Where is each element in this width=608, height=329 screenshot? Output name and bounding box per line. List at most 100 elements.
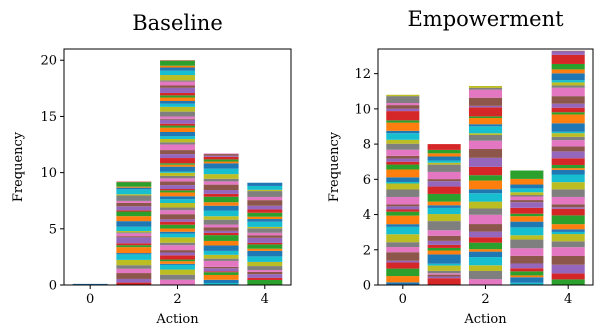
bar-segment <box>160 274 195 280</box>
bar-segment <box>160 85 195 88</box>
bar-segment <box>160 101 195 104</box>
bar-segment <box>510 184 544 189</box>
y-tick-label: 4 <box>363 208 371 223</box>
bar-segment <box>247 270 283 272</box>
bar-segment <box>160 261 195 264</box>
bar-segment <box>551 96 585 104</box>
bar-segment <box>203 153 239 155</box>
x-tick-label: 2 <box>481 292 489 307</box>
bar-segment <box>203 161 239 164</box>
bar-segment <box>203 196 239 203</box>
bar-segment <box>386 215 420 225</box>
bar-segment <box>510 188 544 193</box>
bar-segment <box>468 124 503 127</box>
bar-segment <box>160 199 195 204</box>
bar-segment <box>247 261 283 267</box>
bar-segment <box>247 237 283 243</box>
bar-segment <box>386 262 420 269</box>
bar-segment <box>247 200 283 206</box>
bar-segment <box>468 126 503 134</box>
bar-1 <box>427 144 461 285</box>
bar-segment <box>427 201 461 206</box>
bar-segment <box>551 273 585 280</box>
bar-segment <box>427 240 461 245</box>
y-tick-label: 20 <box>40 54 57 69</box>
bar-segment <box>386 164 420 170</box>
bar-segment <box>116 265 152 269</box>
bar-segment <box>247 274 283 278</box>
bar-segment <box>160 263 195 265</box>
chart-title: Empowerment <box>407 7 564 31</box>
bar-segment <box>116 254 152 260</box>
bar-segment <box>116 253 152 255</box>
bar-segment <box>551 131 585 134</box>
bar-segment <box>468 193 503 202</box>
x-tick-label: 4 <box>261 292 269 307</box>
bar-segment <box>247 196 283 201</box>
bar-segment <box>386 260 420 263</box>
bar-segment <box>551 182 585 190</box>
bar-segment <box>510 263 544 269</box>
bar-segment <box>386 206 420 210</box>
bar-segment <box>551 140 585 147</box>
bar-segment <box>160 210 195 215</box>
bar-segment <box>386 211 420 216</box>
bar-segment <box>247 277 283 280</box>
bar-segment <box>386 252 420 261</box>
bar-segment <box>116 243 152 246</box>
x-tick-label: 0 <box>399 292 407 307</box>
bar-segment <box>116 189 152 195</box>
bar-segment <box>203 205 239 211</box>
bar-segment <box>427 144 461 150</box>
bar-segment <box>203 268 239 272</box>
bar-segment <box>468 265 503 271</box>
bar-segment <box>247 228 283 233</box>
bar-segment <box>510 271 544 276</box>
bar-segment <box>386 169 420 178</box>
bar-segment <box>160 154 195 159</box>
bar-segment <box>203 216 239 220</box>
bar-segment <box>160 279 195 285</box>
bar-segment <box>386 122 420 131</box>
x-axis-label: Action <box>463 312 507 327</box>
bar-segment <box>386 209 420 212</box>
bar-segment <box>160 172 195 176</box>
bar-segment <box>116 182 152 187</box>
bar-segment <box>427 162 461 165</box>
bar-segment <box>510 248 544 256</box>
bar-segment <box>116 245 152 248</box>
bar-segment <box>247 266 283 271</box>
bar-segment <box>510 196 544 201</box>
bar-segment <box>116 233 152 237</box>
bar-segment <box>427 214 461 222</box>
bar-segment <box>160 81 195 86</box>
bar-3 <box>203 153 239 285</box>
bar-segment <box>427 160 461 163</box>
bar-segment <box>468 279 503 285</box>
bar-segment <box>203 190 239 194</box>
bar-segment <box>386 133 420 140</box>
chart-title: Baseline <box>132 11 223 35</box>
bar-segment <box>160 242 195 246</box>
bar-segment <box>160 259 195 262</box>
bar-segment <box>247 248 283 251</box>
bar-segment <box>203 240 239 246</box>
bar-segment <box>468 105 503 108</box>
bar-segment <box>160 111 195 117</box>
bar-segment <box>551 279 585 285</box>
bar-segment <box>386 143 420 150</box>
bar-segment <box>386 111 420 121</box>
bar-segment <box>510 195 544 197</box>
bar-segment <box>551 215 585 225</box>
bar-segment <box>160 116 195 119</box>
bar-segment <box>160 219 195 222</box>
bar-segment <box>386 234 420 243</box>
bar-segment <box>160 136 195 139</box>
bar-segment <box>116 226 152 232</box>
bar-segment <box>203 260 239 267</box>
y-tick-label: 0 <box>363 279 371 294</box>
bar-segment <box>386 149 420 156</box>
bar-segment <box>551 169 585 175</box>
y-axis-label: Frequency <box>327 131 342 202</box>
